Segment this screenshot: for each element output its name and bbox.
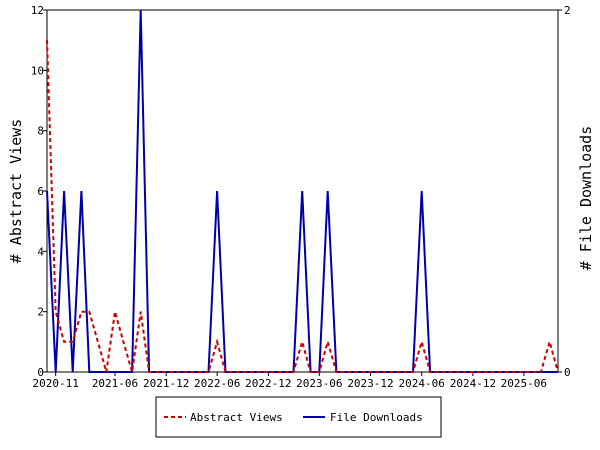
y-right-tick-label: 2 xyxy=(564,4,571,17)
legend-label-file-downloads: File Downloads xyxy=(330,411,423,424)
y-left-tick-label: 2 xyxy=(37,306,44,319)
y-left-axis: 0 2 4 6 8 10 12 xyxy=(31,4,47,379)
series-line-abstract-views xyxy=(46,40,559,373)
x-tick-label: 2020-11 xyxy=(32,377,78,390)
x-tick-label: 2024-12 xyxy=(450,377,496,390)
y-right-tick-label: 0 xyxy=(564,366,571,379)
x-tick-label: 2024-06 xyxy=(399,377,445,390)
y-left-axis-title: # Abstract Views xyxy=(7,119,25,264)
y-left-tick-label: 6 xyxy=(37,185,44,198)
y-left-tick-label: 8 xyxy=(37,125,44,138)
x-tick-label: 2022-06 xyxy=(194,377,240,390)
x-axis: 2020-11 2021-06 2021-12 2022-06 2022-12 2023-… xyxy=(32,372,547,390)
y-left-tick-label: 10 xyxy=(31,64,44,77)
legend-label-abstract-views: Abstract Views xyxy=(190,411,283,424)
y-left-tick-label: 12 xyxy=(31,4,44,17)
x-tick-label: 2022-12 xyxy=(245,377,291,390)
legend-box xyxy=(155,396,442,438)
x-tick-label: 2025-06 xyxy=(501,377,547,390)
y-right-axis-title: # File Downloads xyxy=(577,126,595,271)
x-tick-label: 2021-06 xyxy=(92,377,138,390)
x-tick-label: 2021-12 xyxy=(143,377,189,390)
legend: Abstract Views File Downloads xyxy=(155,396,442,438)
y-right-axis: 02 xyxy=(558,4,571,379)
x-tick-label: 2023-06 xyxy=(296,377,342,390)
y-left-tick-label: 4 xyxy=(37,245,44,258)
x-tick-label: 2023-12 xyxy=(347,377,393,390)
series-layer xyxy=(46,9,559,373)
y-left-tick-label: 0 xyxy=(37,366,44,379)
